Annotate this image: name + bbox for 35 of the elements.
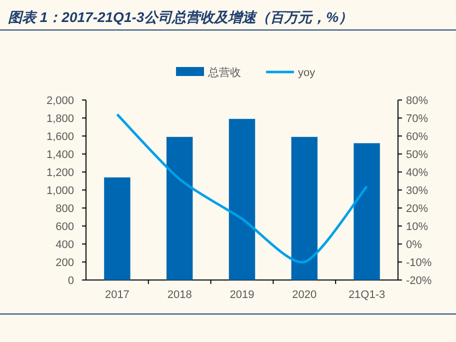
bar [166,136,193,280]
y-tick-label: 400 [56,239,74,251]
x-tick-label: 2018 [167,289,192,301]
y-tick-label: 1,600 [46,131,74,143]
y-tick-label: 600 [56,221,74,233]
y2-tick-label: 40% [406,167,428,179]
y2-tick-label: 60% [406,131,428,143]
y2-tick-label: 0% [406,239,422,251]
y2-tick-label: 70% [406,113,428,125]
bar [354,143,380,280]
legend-label: yoy [298,67,316,79]
y-tick-label: 0 [68,275,74,287]
x-tick-label: 2020 [292,289,317,301]
bar [291,136,318,280]
bar [104,177,130,280]
y2-tick-label: -10% [406,257,432,269]
y-tick-label: 1,800 [46,113,74,125]
x-tick-label: 21Q1-3 [348,289,386,301]
y-tick-label: 1,000 [46,185,74,197]
y-tick-label: 2,000 [46,95,74,107]
x-tick-label: 2017 [104,289,130,301]
y-tick-label: 1,200 [46,167,74,179]
legend-label: 总营收 [207,66,241,79]
y-tick-label: 200 [56,257,74,269]
y2-tick-label: 80% [406,95,428,107]
chart-title: 图表 1：2017-21Q1-3公司总营收及增速（百万元，%） [8,9,353,25]
y-tick-label: 1,400 [46,149,74,161]
bar [228,118,256,280]
y2-tick-label: 10% [406,221,428,233]
y-tick-label: 800 [56,203,74,215]
y2-tick-label: 30% [406,185,428,197]
y2-tick-label: 20% [406,203,428,215]
y2-tick-label: 50% [406,149,428,161]
y2-tick-label: -20% [406,275,432,287]
x-tick-label: 2019 [230,289,254,301]
